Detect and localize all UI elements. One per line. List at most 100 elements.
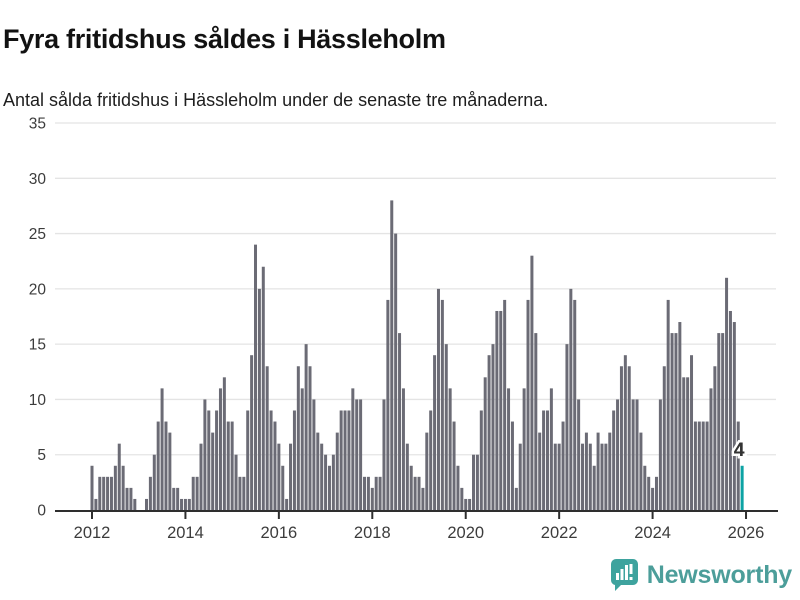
bar	[736, 421, 740, 510]
x-axis-label: 2016	[261, 524, 298, 542]
bar	[460, 487, 464, 510]
bar	[211, 432, 215, 510]
bar	[300, 388, 304, 510]
logo-exclamation-dot	[629, 577, 633, 580]
page-title: Fyra fritidshus såldes i Hässleholm	[3, 24, 446, 55]
bar	[117, 443, 121, 510]
bar	[717, 333, 721, 510]
bar	[199, 443, 203, 510]
logo-bar-1	[615, 573, 619, 580]
bar	[109, 476, 113, 510]
bar	[421, 487, 425, 510]
bar	[370, 487, 374, 510]
bar	[686, 377, 690, 510]
last-value-label: 4	[734, 440, 745, 461]
bar	[331, 454, 335, 510]
bar	[106, 476, 110, 510]
bar	[507, 388, 511, 510]
bar	[316, 432, 320, 510]
bar	[674, 333, 678, 510]
bar	[643, 465, 647, 510]
bar	[456, 465, 460, 510]
bar	[90, 465, 94, 510]
x-axis-label: 2012	[74, 524, 111, 542]
bar	[351, 388, 355, 510]
bar	[292, 410, 296, 510]
bar	[339, 410, 343, 510]
bar	[386, 299, 390, 510]
bar	[394, 233, 398, 510]
y-axis-label: 10	[29, 392, 47, 409]
newsworthy-logo-link[interactable]: Newsworthy	[609, 558, 792, 592]
bar	[436, 288, 440, 510]
bar	[709, 388, 713, 510]
bar	[113, 465, 117, 510]
bar	[721, 333, 725, 510]
bar	[238, 476, 242, 510]
bar	[304, 344, 308, 510]
bar	[448, 388, 452, 510]
bar	[577, 399, 581, 510]
bar	[398, 333, 402, 510]
bar	[191, 476, 195, 510]
bar	[359, 399, 363, 510]
bar	[405, 443, 409, 510]
bar	[647, 476, 651, 510]
bar	[203, 399, 207, 510]
bar	[320, 443, 324, 510]
bar	[222, 377, 226, 510]
bar	[713, 366, 717, 510]
bar	[728, 310, 732, 510]
bar	[218, 388, 222, 510]
y-axis-label: 0	[37, 503, 46, 520]
bar	[121, 465, 125, 510]
bar	[129, 487, 133, 510]
bar	[518, 443, 522, 510]
y-axis-label: 15	[29, 337, 46, 354]
bar	[705, 421, 709, 510]
bar	[125, 487, 129, 510]
bar	[678, 322, 682, 510]
x-axis-label: 2020	[447, 524, 484, 542]
bar	[464, 498, 468, 510]
bar	[187, 498, 191, 510]
bar	[569, 288, 573, 510]
bar	[160, 388, 164, 510]
bar	[281, 465, 285, 510]
bar	[148, 476, 152, 510]
bar	[701, 421, 705, 510]
bar	[538, 432, 542, 510]
bar	[452, 421, 456, 510]
x-axis-label: 2026	[728, 524, 765, 542]
bar	[670, 333, 674, 510]
bar	[164, 421, 168, 510]
bar	[440, 299, 444, 510]
bar	[335, 432, 339, 510]
bar	[156, 421, 160, 510]
bar	[176, 487, 180, 510]
bar	[588, 443, 592, 510]
newsworthy-logo-icon	[610, 559, 638, 591]
bar	[168, 432, 172, 510]
logo-speech-bubble	[610, 559, 638, 591]
bar	[250, 355, 254, 510]
bar	[631, 399, 635, 510]
bar	[600, 443, 604, 510]
bar	[226, 421, 230, 510]
bar	[347, 410, 351, 510]
bar	[581, 443, 585, 510]
bar	[382, 399, 386, 510]
bar	[152, 454, 156, 510]
bar	[98, 476, 102, 510]
bar	[425, 432, 429, 510]
bar	[732, 322, 736, 510]
logo-exclamation-stem	[629, 564, 633, 574]
bar	[658, 399, 662, 510]
bar	[662, 366, 666, 510]
bar	[296, 366, 300, 510]
bar	[246, 410, 250, 510]
bar	[487, 355, 491, 510]
bar	[230, 421, 234, 510]
logo-bar-2	[620, 569, 624, 580]
